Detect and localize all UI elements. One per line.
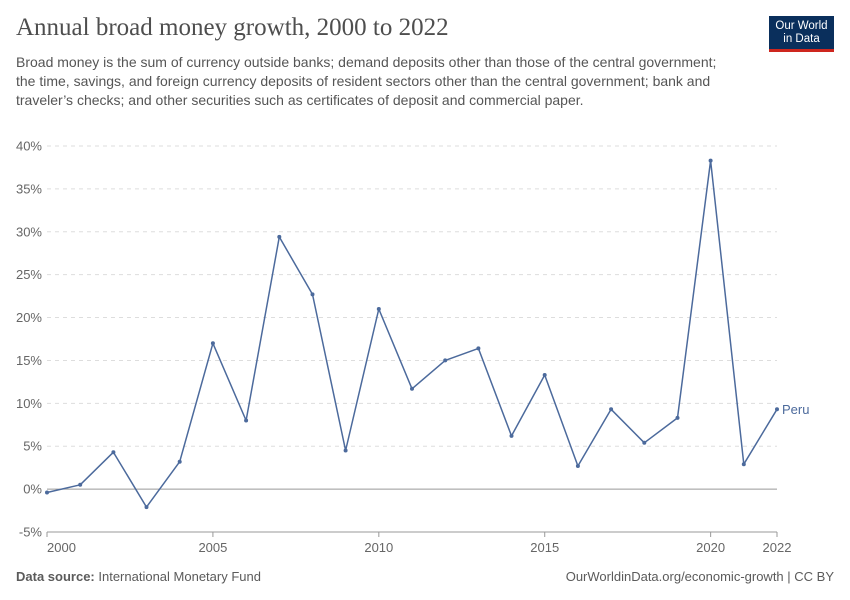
y-tick-label: 30% bbox=[16, 224, 42, 239]
data-source-link[interactable]: International Monetary Fund bbox=[98, 569, 261, 584]
y-tick-label: 25% bbox=[16, 267, 42, 282]
data-point[interactable] bbox=[575, 464, 580, 468]
data-point[interactable] bbox=[675, 415, 680, 420]
y-tick-label: 20% bbox=[16, 310, 42, 325]
data-point[interactable] bbox=[476, 346, 481, 351]
data-point[interactable] bbox=[210, 341, 215, 346]
y-tick-label: 35% bbox=[16, 181, 42, 196]
x-tick-label: 2015 bbox=[530, 540, 559, 555]
data-point[interactable] bbox=[443, 358, 448, 363]
x-tick-label: 2020 bbox=[696, 540, 725, 555]
series-layer: Peru bbox=[45, 158, 809, 510]
data-point[interactable] bbox=[45, 490, 49, 495]
data-point[interactable] bbox=[741, 462, 746, 467]
data-point[interactable] bbox=[376, 307, 381, 311]
data-source-label: Data source: bbox=[16, 569, 95, 584]
chart-subtitle: Broad money is the sum of currency outsi… bbox=[16, 54, 717, 108]
data-point[interactable] bbox=[609, 407, 614, 412]
y-tick-label: 10% bbox=[16, 396, 42, 411]
data-point[interactable] bbox=[642, 440, 647, 445]
owid-logo[interactable]: Our World in Data bbox=[769, 16, 834, 52]
grid-layer bbox=[47, 145, 777, 533]
data-source: Data source: International Monetary Fund bbox=[16, 569, 261, 584]
data-point[interactable] bbox=[708, 158, 713, 163]
logo-line-1: Our World bbox=[775, 20, 828, 32]
data-point[interactable] bbox=[177, 459, 182, 464]
y-tick-label: 5% bbox=[23, 439, 42, 454]
y-tick-label: 40% bbox=[16, 139, 42, 154]
data-point[interactable] bbox=[144, 505, 149, 510]
logo-line-2: in Data bbox=[783, 33, 820, 45]
data-point[interactable] bbox=[410, 386, 414, 391]
data-point[interactable] bbox=[343, 448, 348, 453]
footer-attribution[interactable]: OurWorldinData.org/economic-growth | CC … bbox=[565, 569, 834, 584]
x-tick-label: 2005 bbox=[198, 540, 227, 555]
y-tick-label: -5% bbox=[19, 525, 43, 540]
data-point[interactable] bbox=[775, 407, 779, 412]
chart-title: Annual broad money growth, 2000 to 2022 bbox=[16, 14, 449, 41]
data-point[interactable] bbox=[310, 292, 315, 297]
series-label: Peru bbox=[782, 402, 809, 417]
data-point[interactable] bbox=[244, 418, 249, 423]
x-tick-label: 2000 bbox=[47, 540, 76, 555]
data-point[interactable] bbox=[277, 234, 282, 239]
y-tick-label: 0% bbox=[23, 482, 42, 497]
y-tick-label: 15% bbox=[16, 353, 42, 368]
line-chart: -5% 0% 5% 10% 15% 20% 25% 30% 35% 40% 2000 2005 2010… bbox=[16, 139, 810, 556]
x-tick-label: 2010 bbox=[364, 540, 393, 555]
x-tick-label: 2022 bbox=[763, 540, 792, 555]
axis-layer: -5% 0% 5% 10% 15% 20% 25% 30% 35% 40% 2000 2005 2010… bbox=[16, 139, 791, 556]
data-point[interactable] bbox=[542, 373, 547, 377]
data-point[interactable] bbox=[78, 482, 83, 487]
data-point[interactable] bbox=[111, 450, 116, 455]
series-line-peru[interactable] bbox=[46, 159, 778, 508]
data-point[interactable] bbox=[509, 433, 514, 438]
